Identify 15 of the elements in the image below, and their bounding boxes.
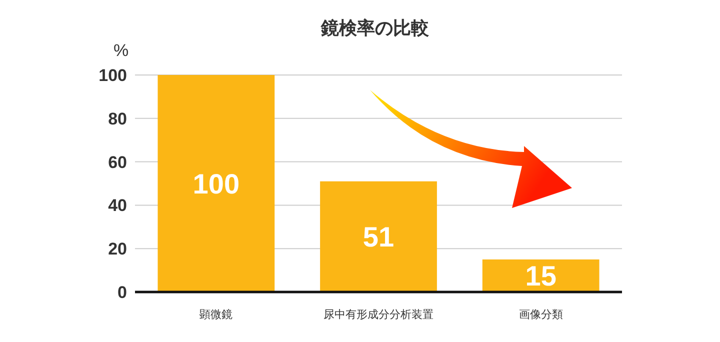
chart-title: 鏡検率の比較	[320, 18, 430, 38]
y-axis-title: %	[113, 41, 129, 60]
y-tick-label: 60	[108, 152, 127, 172]
bar	[158, 75, 275, 292]
y-tick-label: 20	[108, 240, 127, 259]
y-tick-label: 40	[108, 196, 127, 216]
x-tick-label: 顕微鏡	[198, 308, 233, 321]
y-tick-label: 100	[98, 66, 127, 85]
data-label: 51	[362, 222, 394, 253]
data-label: 100	[192, 168, 240, 200]
x-tick-label: 尿中有形成分分析装置	[324, 308, 434, 321]
y-tick-label: 80	[108, 109, 127, 128]
y-tick-label: 0	[118, 283, 127, 302]
data-label: 15	[525, 260, 556, 292]
x-tick-label: 画像分類	[518, 309, 563, 321]
